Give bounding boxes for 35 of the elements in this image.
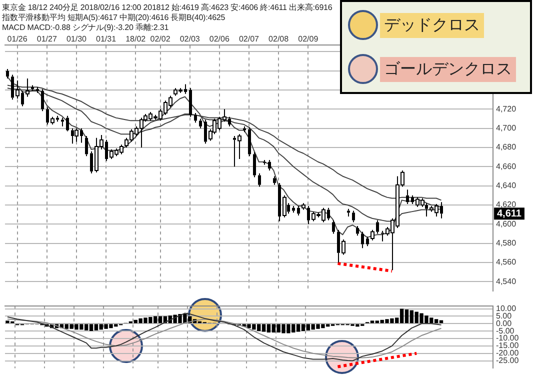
y-tick-label: 5.00 xyxy=(496,311,512,320)
annotation: ゴールデンクロス xyxy=(380,56,516,82)
x-tick-label: 02/08 xyxy=(268,34,290,44)
y-tick-label: 10.00 xyxy=(496,304,517,313)
y-tick-label: 4,700 xyxy=(496,124,517,133)
x-tick-label: 01/27 xyxy=(36,34,58,44)
y-tick-label: -15.00 xyxy=(496,341,520,350)
x-tick-label: 02/02 xyxy=(150,34,171,44)
x-tick-label: 02/09 xyxy=(298,34,319,44)
x-tick-label: 01/26 xyxy=(7,34,28,44)
x-tick-label: 18/02 xyxy=(126,34,146,44)
y-tick-label: 4,640 xyxy=(496,181,517,190)
y-tick-label: 0.00 xyxy=(496,318,512,328)
y-tick-label: -5.00 xyxy=(496,326,515,336)
chart-title: 東京金 18/12 240分足 2018/02/16 12:00 201812 始:4619 高:4623 安:4606 終:4611 出来高:6916 xyxy=(2,3,332,13)
x-tick-label: 01/31 xyxy=(96,34,117,44)
y-tick-label: 4,580 xyxy=(496,238,517,248)
y-tick-label: 4,720 xyxy=(496,104,517,114)
y-tick-label: 4,620 xyxy=(496,200,517,210)
key-box: デッドクロス ゴールデンクロス xyxy=(340,0,532,94)
y-tick-label: 4,600 xyxy=(496,219,517,228)
x-tick-label: 01/30 xyxy=(66,34,88,44)
y-tick-label: 4,680 xyxy=(496,142,517,152)
x-tick-label: 02/03 xyxy=(180,34,200,44)
y-tick-label: -10.00 xyxy=(496,334,520,343)
y-tick-label: 4,540 xyxy=(496,276,517,286)
annotation: 4,611 xyxy=(497,208,522,220)
y-tick-label: 4,560 xyxy=(496,258,517,267)
x-tick-label: 02/06 xyxy=(209,34,230,44)
chart-subtitle: 指数平滑移動平均 短期A(5):4617 中期(20):4616 長期B(40):4625 xyxy=(2,13,226,23)
y-tick-label: -25.00 xyxy=(496,356,520,365)
x-tick-label: 02/07 xyxy=(238,34,260,44)
text: MACD MACD:-0.88 シグナル(9):-3.20 乖離:2.31 xyxy=(2,23,169,33)
y-tick-label: -20.00 xyxy=(496,348,520,358)
y-tick-label: 4,660 xyxy=(496,162,517,171)
